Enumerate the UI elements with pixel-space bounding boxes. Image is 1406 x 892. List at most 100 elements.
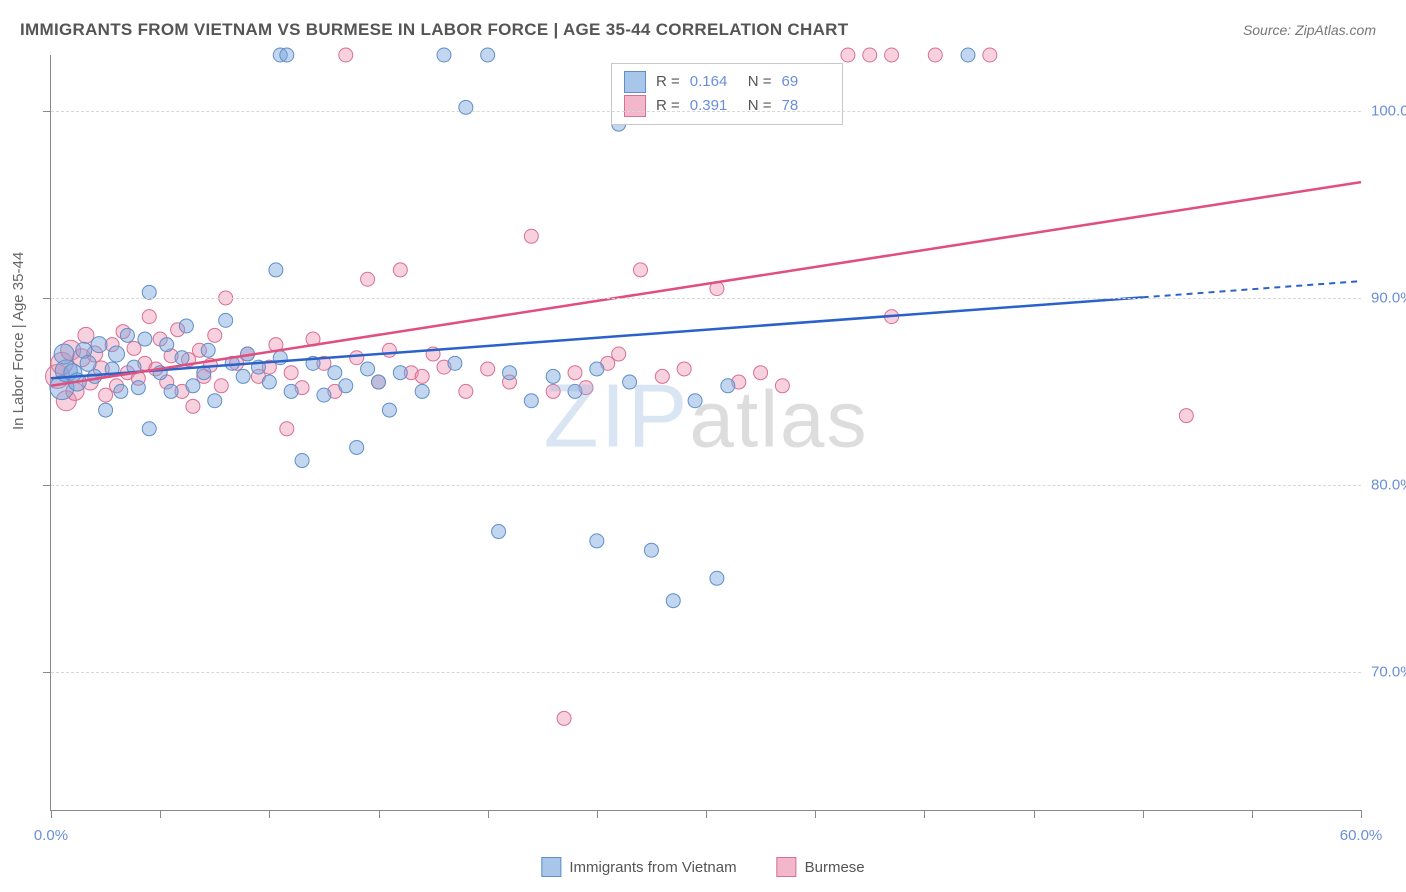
x-tick	[924, 810, 925, 818]
scatter-point	[214, 379, 228, 393]
scatter-point	[568, 366, 582, 380]
scatter-point	[524, 394, 538, 408]
corr-r-value-a: 0.164	[690, 70, 738, 94]
correlation-box: R = 0.164 N = 69 R = 0.391 N = 78	[611, 63, 843, 125]
y-tick-label: 80.0%	[1371, 476, 1406, 493]
corr-n-value-b: 78	[782, 94, 830, 118]
scatter-point	[99, 403, 113, 417]
x-tick	[1143, 810, 1144, 818]
x-tick	[706, 810, 707, 818]
scatter-point	[109, 346, 125, 362]
scatter-point	[524, 229, 538, 243]
x-tick-label: 0.0%	[34, 827, 68, 844]
scatter-point	[863, 48, 877, 62]
x-tick	[1034, 810, 1035, 818]
scatter-point	[236, 369, 250, 383]
scatter-point	[201, 343, 215, 357]
scatter-point	[448, 356, 462, 370]
scatter-point	[208, 328, 222, 342]
legend-label-a: Immigrants from Vietnam	[569, 859, 736, 876]
scatter-point	[262, 375, 276, 389]
scatter-point	[1179, 409, 1193, 423]
y-tick-label: 100.0%	[1371, 103, 1406, 120]
scatter-point	[754, 366, 768, 380]
y-tick	[43, 485, 51, 486]
scatter-point	[164, 384, 178, 398]
grid-line	[51, 485, 1361, 486]
legend-swatch-a	[541, 857, 561, 877]
x-tick	[488, 810, 489, 818]
x-tick	[1361, 810, 1362, 818]
scatter-point	[339, 379, 353, 393]
scatter-point	[459, 384, 473, 398]
scatter-point	[80, 355, 96, 371]
x-tick-label: 60.0%	[1340, 827, 1383, 844]
legend-swatch-b	[777, 857, 797, 877]
corr-n-label-b: N =	[748, 94, 772, 118]
grid-line	[51, 672, 1361, 673]
scatter-point	[350, 440, 364, 454]
trend-line-dashed	[1143, 281, 1361, 297]
y-tick-label: 70.0%	[1371, 663, 1406, 680]
x-tick	[1252, 810, 1253, 818]
chart-title: IMMIGRANTS FROM VIETNAM VS BURMESE IN LA…	[20, 20, 848, 40]
grid-line	[51, 298, 1361, 299]
scatter-point	[317, 388, 331, 402]
scatter-point	[361, 362, 375, 376]
x-legend: Immigrants from Vietnam Burmese	[541, 857, 864, 877]
scatter-point	[284, 384, 298, 398]
trend-line	[51, 182, 1361, 386]
corr-r-label-a: R =	[656, 70, 680, 94]
x-tick	[379, 810, 380, 818]
scatter-point	[415, 369, 429, 383]
scatter-point	[284, 366, 298, 380]
scatter-point	[382, 403, 396, 417]
scatter-point	[179, 319, 193, 333]
corr-row-b: R = 0.391 N = 78	[624, 94, 830, 118]
scatter-point	[339, 48, 353, 62]
scatter-point	[280, 48, 294, 62]
x-tick	[269, 810, 270, 818]
corr-n-label-a: N =	[748, 70, 772, 94]
scatter-point	[721, 379, 735, 393]
scatter-point	[841, 48, 855, 62]
scatter-point	[612, 347, 626, 361]
scatter-point	[186, 399, 200, 413]
scatter-point	[568, 384, 582, 398]
scatter-point	[928, 48, 942, 62]
x-tick	[51, 810, 52, 818]
scatter-point	[219, 313, 233, 327]
scatter-point	[269, 263, 283, 277]
scatter-point	[393, 366, 407, 380]
y-tick	[43, 111, 51, 112]
source-attribution: Source: ZipAtlas.com	[1243, 22, 1376, 38]
corr-n-value-a: 69	[782, 70, 830, 94]
scatter-point	[361, 272, 375, 286]
scatter-point	[492, 525, 506, 539]
grid-line	[51, 111, 1361, 112]
scatter-point	[350, 351, 364, 365]
scatter-point	[437, 48, 451, 62]
scatter-point	[54, 344, 74, 364]
scatter-point	[481, 48, 495, 62]
corr-swatch-a	[624, 71, 646, 93]
scatter-point	[546, 384, 560, 398]
chart-svg	[51, 55, 1361, 810]
scatter-point	[328, 366, 342, 380]
scatter-point	[481, 362, 495, 376]
scatter-point	[393, 263, 407, 277]
scatter-point	[138, 332, 152, 346]
scatter-point	[557, 711, 571, 725]
scatter-point	[983, 48, 997, 62]
corr-row-a: R = 0.164 N = 69	[624, 70, 830, 94]
scatter-point	[120, 328, 134, 342]
scatter-point	[710, 571, 724, 585]
scatter-point	[655, 369, 669, 383]
scatter-point	[295, 454, 309, 468]
corr-r-value-b: 0.391	[690, 94, 738, 118]
y-axis-label: In Labor Force | Age 35-44	[10, 252, 27, 430]
scatter-point	[634, 263, 648, 277]
scatter-point	[459, 100, 473, 114]
x-tick	[160, 810, 161, 818]
x-tick	[597, 810, 598, 818]
